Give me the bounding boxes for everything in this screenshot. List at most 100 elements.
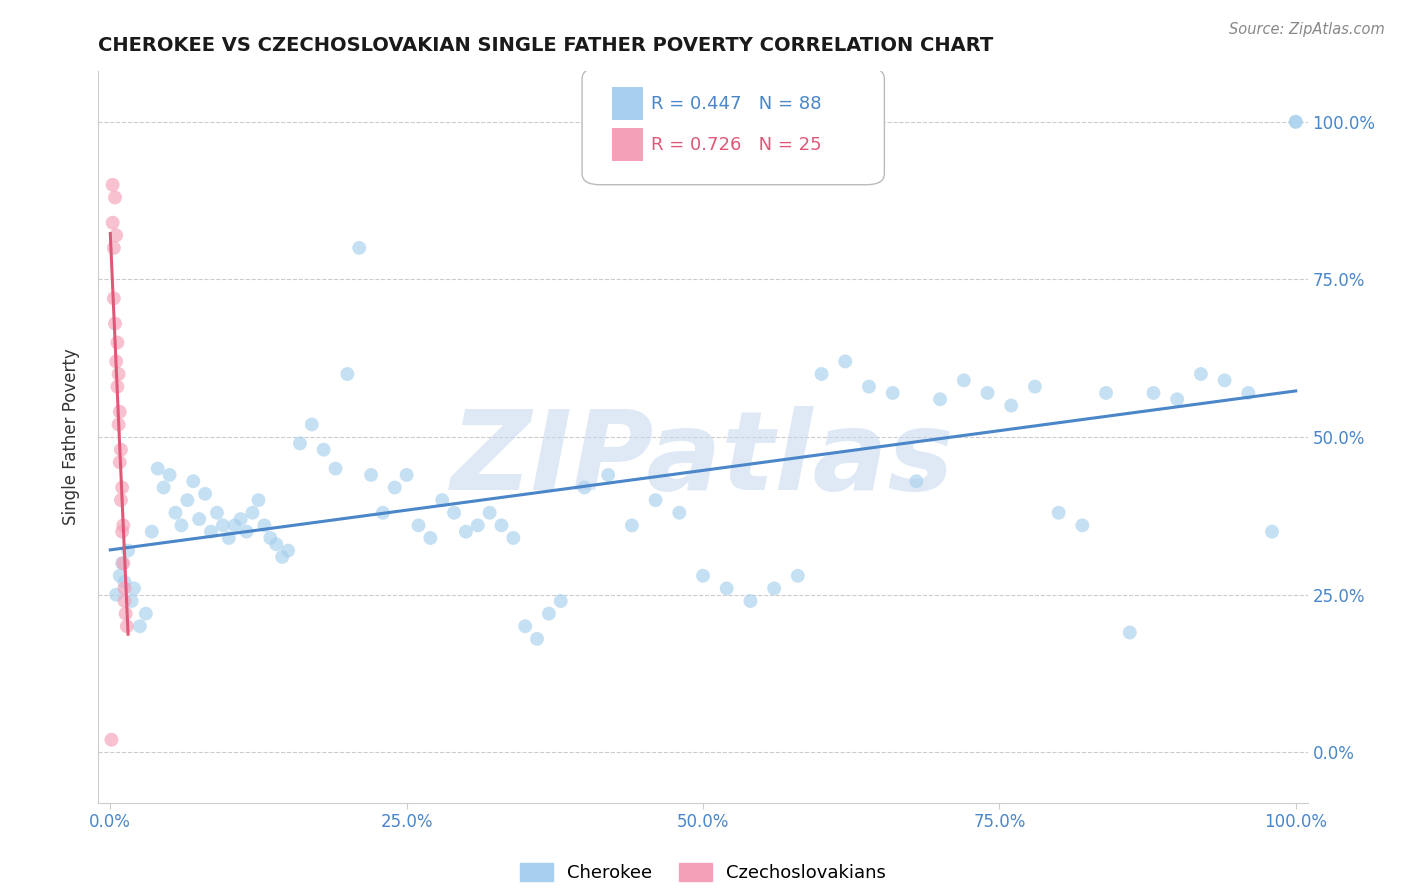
- Cherokee: [105, 588, 128, 602]
- Cherokee: [1261, 524, 1284, 539]
- Czechoslovakians: [114, 607, 136, 621]
- Cherokee: [194, 487, 217, 501]
- Czechoslovakians: [114, 594, 136, 608]
- Cherokee: [1213, 373, 1236, 387]
- Cherokee: [336, 367, 359, 381]
- Cherokee: [111, 556, 134, 570]
- Cherokee: [526, 632, 548, 646]
- Czechoslovakians: [103, 241, 125, 255]
- Cherokee: [834, 354, 856, 368]
- Cherokee: [620, 518, 643, 533]
- Cherokee: [170, 518, 193, 533]
- Cherokee: [122, 582, 145, 596]
- Cherokee: [515, 619, 537, 633]
- Cherokee: [491, 518, 513, 533]
- Cherokee: [644, 493, 666, 508]
- Text: Source: ZipAtlas.com: Source: ZipAtlas.com: [1229, 22, 1385, 37]
- Legend: Cherokee, Czechoslovakians: Cherokee, Czechoslovakians: [513, 855, 893, 889]
- Cherokee: [502, 531, 524, 545]
- Cherokee: [205, 506, 228, 520]
- Cherokee: [1189, 367, 1212, 381]
- Cherokee: [259, 531, 281, 545]
- Text: R = 0.447   N = 88: R = 0.447 N = 88: [651, 95, 821, 112]
- Cherokee: [384, 481, 406, 495]
- Cherokee: [371, 506, 394, 520]
- Czechoslovakians: [105, 354, 128, 368]
- Cherokee: [242, 506, 264, 520]
- Cherokee: [550, 594, 572, 608]
- Czechoslovakians: [114, 582, 136, 596]
- Text: R = 0.726   N = 25: R = 0.726 N = 25: [651, 136, 821, 153]
- Cherokee: [929, 392, 952, 407]
- FancyBboxPatch shape: [582, 68, 884, 185]
- Cherokee: [1237, 386, 1260, 401]
- Cherokee: [810, 367, 832, 381]
- Cherokee: [288, 436, 311, 450]
- Cherokee: [360, 467, 382, 482]
- Cherokee: [271, 549, 294, 564]
- Cherokee: [478, 506, 501, 520]
- Cherokee: [1047, 506, 1070, 520]
- Cherokee: [1166, 392, 1188, 407]
- Cherokee: [408, 518, 430, 533]
- Cherokee: [454, 524, 477, 539]
- Cherokee: [165, 506, 187, 520]
- Cherokee: [1071, 518, 1094, 533]
- Cherokee: [229, 512, 252, 526]
- Cherokee: [218, 531, 240, 545]
- Czechoslovakians: [110, 493, 132, 508]
- Cherokee: [312, 442, 335, 457]
- Cherokee: [419, 531, 441, 545]
- Cherokee: [301, 417, 323, 432]
- Cherokee: [247, 493, 270, 508]
- Cherokee: [716, 582, 738, 596]
- Czechoslovakians: [103, 291, 125, 305]
- Cherokee: [264, 537, 287, 551]
- Cherokee: [146, 461, 169, 475]
- Cherokee: [200, 524, 222, 539]
- Cherokee: [574, 481, 596, 495]
- Czechoslovakians: [108, 405, 131, 419]
- Czechoslovakians: [111, 524, 134, 539]
- Cherokee: [1095, 386, 1118, 401]
- Cherokee: [117, 543, 139, 558]
- Cherokee: [176, 493, 198, 508]
- Cherokee: [181, 474, 204, 488]
- Cherokee: [858, 379, 880, 393]
- Czechoslovakians: [105, 335, 128, 350]
- Cherokee: [277, 543, 299, 558]
- Cherokee: [905, 474, 928, 488]
- Cherokee: [253, 518, 276, 533]
- Czechoslovakians: [112, 518, 135, 533]
- Cherokee: [159, 467, 181, 482]
- Cherokee: [598, 467, 620, 482]
- Cherokee: [1119, 625, 1142, 640]
- Cherokee: [325, 461, 347, 475]
- Cherokee: [1285, 115, 1308, 129]
- Czechoslovakians: [100, 732, 122, 747]
- Cherokee: [152, 481, 174, 495]
- Czechoslovakians: [108, 455, 131, 469]
- Cherokee: [224, 518, 246, 533]
- Cherokee: [114, 575, 136, 590]
- Cherokee: [121, 594, 143, 608]
- Czechoslovakians: [115, 619, 138, 633]
- Y-axis label: Single Father Poverty: Single Father Poverty: [62, 349, 80, 525]
- Czechoslovakians: [104, 190, 127, 204]
- Czechoslovakians: [104, 317, 127, 331]
- Cherokee: [141, 524, 163, 539]
- Cherokee: [212, 518, 235, 533]
- Text: ZIPatlas: ZIPatlas: [451, 406, 955, 513]
- Czechoslovakians: [105, 228, 128, 243]
- Cherokee: [108, 569, 131, 583]
- Cherokee: [443, 506, 465, 520]
- Text: CHEROKEE VS CZECHOSLOVAKIAN SINGLE FATHER POVERTY CORRELATION CHART: CHEROKEE VS CZECHOSLOVAKIAN SINGLE FATHE…: [98, 36, 994, 54]
- Cherokee: [395, 467, 418, 482]
- Cherokee: [692, 569, 714, 583]
- Cherokee: [1142, 386, 1164, 401]
- Cherokee: [347, 241, 370, 255]
- Cherokee: [1000, 399, 1022, 413]
- Cherokee: [135, 607, 157, 621]
- Czechoslovakians: [101, 178, 124, 192]
- Cherokee: [129, 619, 152, 633]
